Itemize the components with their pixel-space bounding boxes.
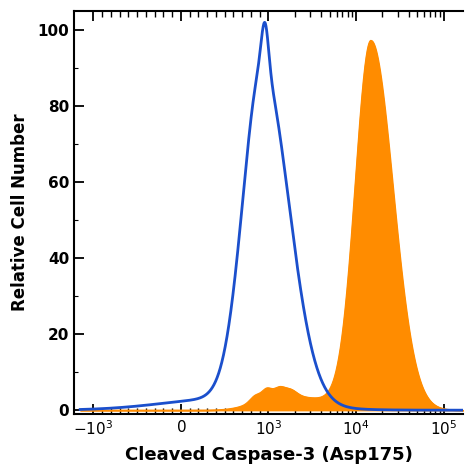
X-axis label: Cleaved Caspase-3 (Asp175): Cleaved Caspase-3 (Asp175) [125, 446, 412, 464]
Y-axis label: Relative Cell Number: Relative Cell Number [11, 114, 29, 312]
